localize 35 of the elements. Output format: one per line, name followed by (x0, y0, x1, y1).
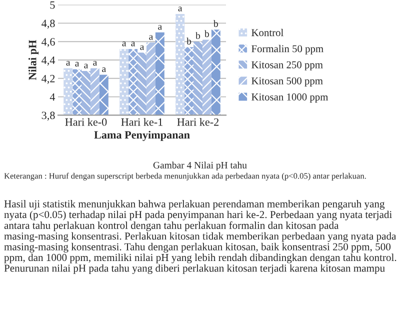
text: a (102, 67, 106, 72)
legend-label: Kontrol (252, 28, 284, 36)
y-tick-label: 4,6 (42, 38, 55, 48)
text: Keterangan : Huruf dengan superscript berbeda menunjukkan ada perbedaan nyata (p<0.05) antar perlakuan. (4, 172, 366, 180)
x-tick-label: Hari ke-2 (177, 118, 219, 126)
y-tick-label: 4,2 (42, 74, 55, 84)
legend-label: Kitosan 500 ppm (252, 77, 323, 87)
legend-label: Kitosan 1000 ppm (252, 93, 328, 103)
text: a (84, 64, 88, 68)
y-tick-label: 3,8 (42, 112, 55, 121)
x-tick-label: Hari ke-1 (121, 118, 162, 126)
text: b (204, 30, 210, 38)
y-tick-label: 4,4 (42, 56, 56, 66)
text: a (149, 35, 153, 40)
text: a (131, 42, 136, 46)
text: b (186, 38, 192, 44)
text: b (196, 32, 200, 39)
y-tick-label: 5 (50, 1, 55, 9)
text: a (178, 6, 182, 12)
legend-label: Formalin 50 ppm (252, 44, 324, 54)
text: a (75, 62, 80, 67)
x-axis-title: Lama Penyimpanan (94, 130, 190, 141)
text: Gambar 4 Nilai pH tahu (153, 162, 247, 170)
y-tick-label: 4 (50, 93, 56, 101)
y-axis-title: Nilai pH (28, 40, 39, 80)
x-tick-label: Hari ke-0 (65, 118, 107, 126)
text: a (140, 45, 144, 50)
text: Hasil uji statistik menunjukkan bahwa perlakuan perendaman memberikan pengaruh yang nyata (p<0.05) terhadap nilai pH pada penyimpanan hari ke-2. Perbedaan yang nyata terjadi antara tahu perlakuan kontrol dengan tahu perlakuan formalin dan kitosan pada masing-masing konsentrasi. Perlakuan kitosan tidak memberikan perbedaan yang nyata pada masing-masing konsentrasi. Tahu dengan perlakuan kitosan, baik konsentrasi 250 ppm, 500 ppm, dan 1000 ppm, memiliki nilai pH yang lebih rendah dibandingkan dengan tahu kontrol. Penurunan nilai pH pada tahu yang diberi perlakuan kitosan terjadi karena kitosan mampu (4, 200, 396, 274)
text: b (213, 20, 218, 27)
legend-label: Kitosan 250 ppm (252, 61, 323, 70)
y-tick-label: 4,8 (42, 20, 55, 29)
text: a (158, 25, 162, 30)
text: a (66, 60, 70, 66)
text: a (122, 42, 126, 46)
text: a (93, 60, 97, 66)
